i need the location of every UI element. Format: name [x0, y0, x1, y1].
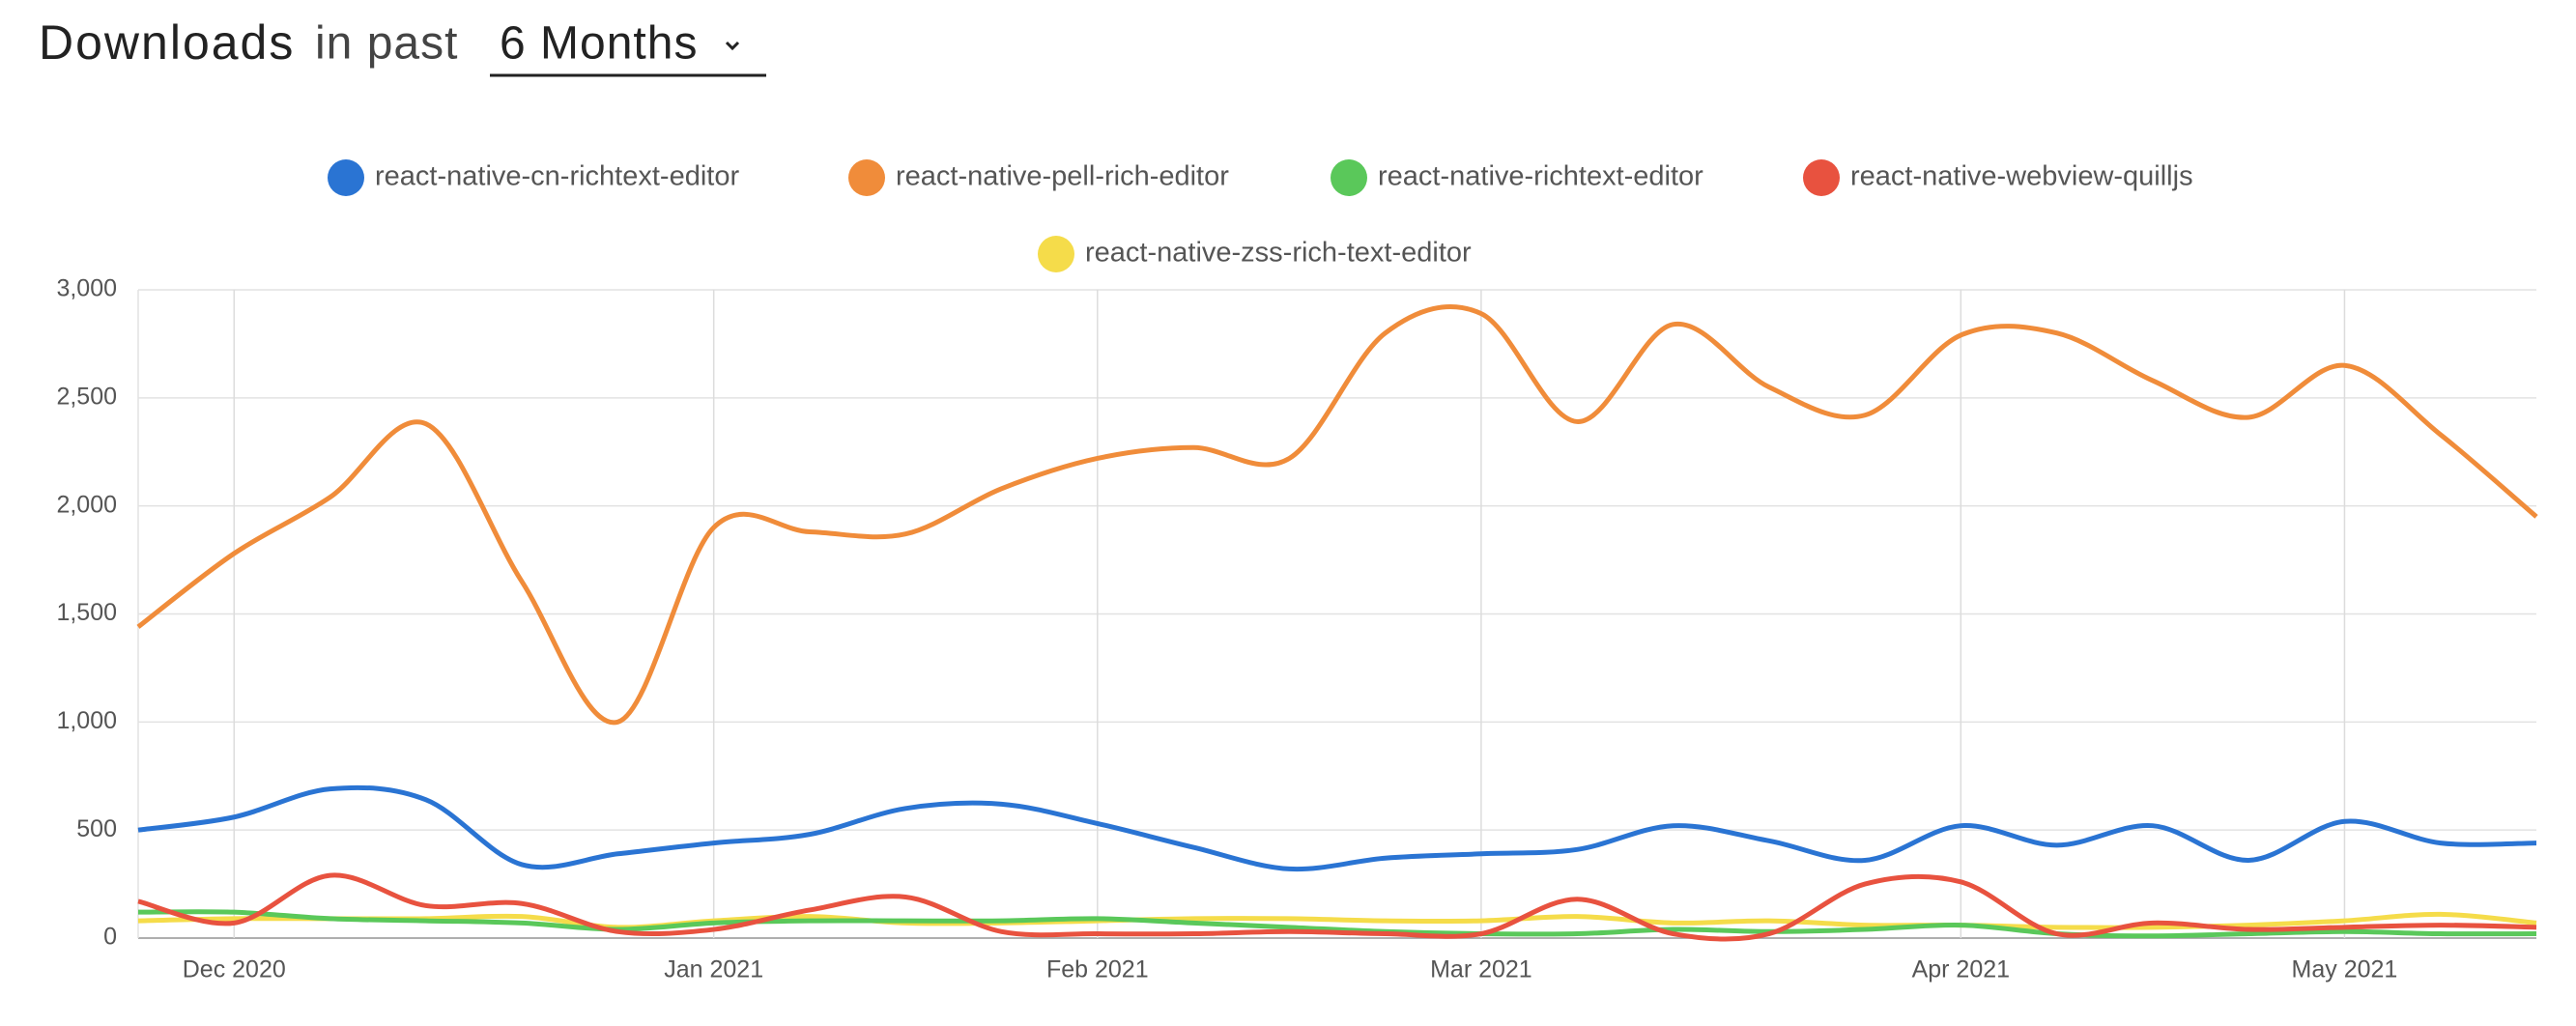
y-tick-label: 1,000 — [56, 707, 117, 734]
series-line — [137, 784, 2537, 872]
x-tick-label: Feb 2021 — [1046, 956, 1149, 983]
subtitle: in past — [315, 18, 458, 70]
x-tick-label: Mar 2021 — [1430, 956, 1532, 983]
x-tick-label: Apr 2021 — [1912, 956, 2010, 983]
legend-label: react-native-richtext-editor — [1378, 161, 1703, 192]
legend-label: react-native-zss-rich-text-editor — [1085, 238, 1472, 269]
legend-marker — [328, 159, 364, 196]
legend-label: react-native-cn-richtext-editor — [375, 161, 739, 192]
series-line — [137, 909, 2537, 939]
y-tick-label: 1,500 — [56, 599, 117, 626]
legend-marker — [1331, 159, 1367, 196]
y-tick-label: 500 — [76, 815, 117, 842]
series-line — [137, 911, 2537, 930]
legend-marker — [848, 159, 885, 196]
x-tick-label: Dec 2020 — [183, 956, 286, 983]
legend-label: react-native-pell-rich-editor — [896, 161, 1229, 192]
y-tick-label: 2,500 — [56, 383, 117, 410]
title: Downloads — [39, 15, 295, 70]
dropdown-chevron[interactable] — [725, 41, 740, 51]
legend-marker — [1803, 159, 1840, 196]
x-tick-label: May 2021 — [2292, 956, 2398, 983]
y-tick-label: 2,000 — [56, 491, 117, 518]
period-dropdown[interactable]: 6 Months — [490, 18, 766, 77]
y-tick-label: 0 — [103, 924, 117, 951]
legend-marker — [1038, 236, 1074, 272]
series-line — [136, 304, 2538, 726]
period-label[interactable]: 6 Months — [500, 18, 698, 70]
y-tick-label: 3,000 — [56, 275, 117, 302]
x-tick-label: Jan 2021 — [664, 956, 763, 983]
legend-label: react-native-webview-quilljs — [1850, 161, 2193, 192]
series-line — [137, 872, 2537, 942]
